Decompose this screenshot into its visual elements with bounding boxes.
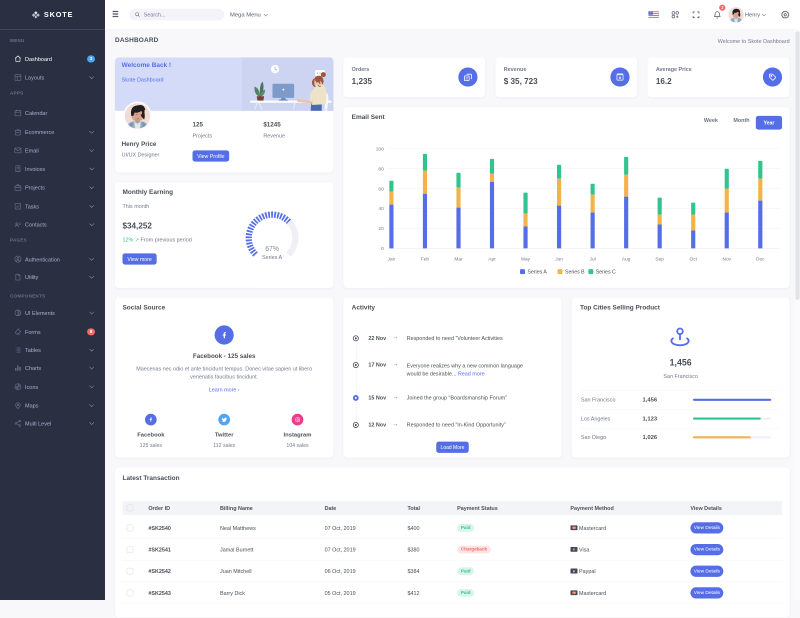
svg-text:Apr: Apr bbox=[488, 256, 496, 262]
svg-text:Series B: Series B bbox=[565, 270, 585, 276]
svg-text:67%: 67% bbox=[265, 246, 279, 253]
svg-text:May: May bbox=[521, 256, 531, 262]
svg-text:60: 60 bbox=[378, 186, 384, 192]
svg-text:Sep: Sep bbox=[655, 256, 664, 262]
svg-text:Jan: Jan bbox=[388, 256, 396, 262]
svg-text:Jul: Jul bbox=[590, 256, 596, 262]
svg-text:Jun: Jun bbox=[555, 256, 563, 262]
svg-text:40: 40 bbox=[378, 206, 384, 212]
svg-text:80: 80 bbox=[378, 166, 384, 172]
svg-text:Aug: Aug bbox=[622, 256, 631, 262]
svg-text:Oct: Oct bbox=[689, 256, 697, 262]
svg-text:Series C: Series C bbox=[596, 270, 616, 276]
svg-text:0: 0 bbox=[381, 246, 384, 252]
svg-text:Dec: Dec bbox=[756, 256, 765, 262]
svg-text:Nov: Nov bbox=[722, 256, 731, 262]
svg-text:P: P bbox=[573, 569, 575, 573]
svg-text:Series A: Series A bbox=[528, 270, 548, 276]
svg-text:20: 20 bbox=[378, 226, 384, 232]
svg-text:Feb: Feb bbox=[421, 256, 430, 262]
svg-text:100: 100 bbox=[376, 147, 384, 153]
svg-text:Series A: Series A bbox=[262, 255, 283, 261]
svg-text:Mar: Mar bbox=[454, 256, 463, 262]
